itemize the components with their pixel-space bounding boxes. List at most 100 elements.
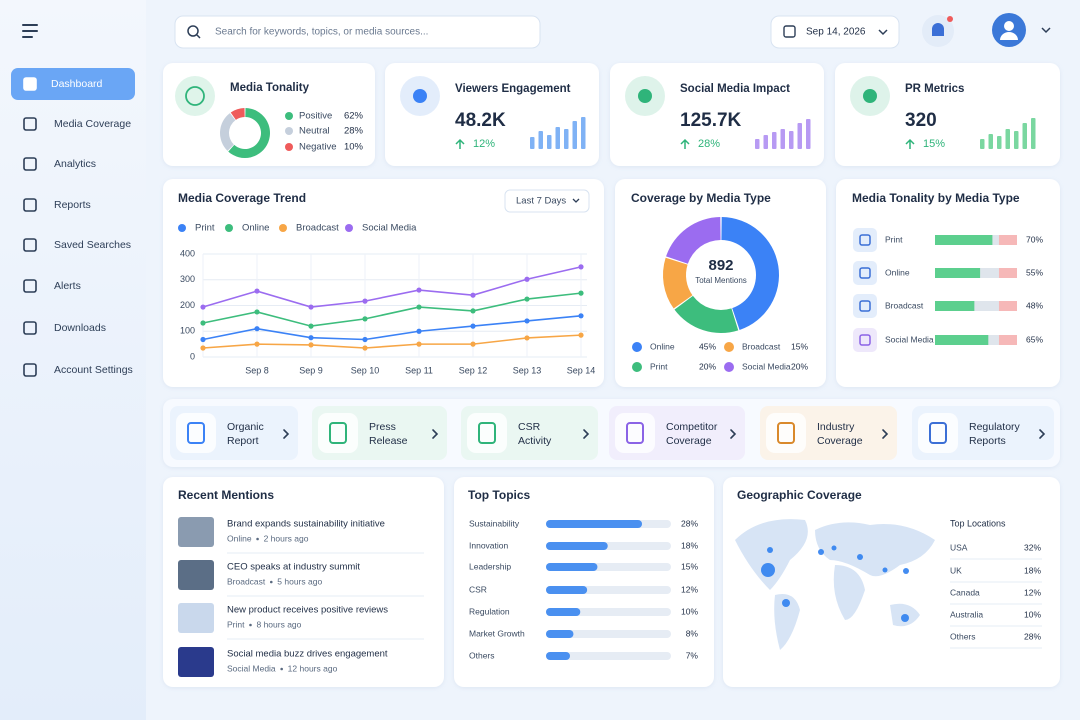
- legend-label: Broadcast: [742, 341, 781, 351]
- kpi-change: 15%: [923, 138, 945, 150]
- mention-time: 2 hours ago: [264, 533, 309, 543]
- tile-glyph: [478, 422, 496, 444]
- shortcut-tile[interactable]: [461, 406, 598, 460]
- map-bubble: [831, 545, 837, 551]
- nav-item[interactable]: Saved Searches: [54, 239, 131, 251]
- donut-total: 892: [708, 257, 733, 274]
- x-tick-label: Sep 10: [351, 365, 380, 375]
- trend-point: [308, 342, 314, 348]
- shortcut-tile[interactable]: [912, 406, 1054, 460]
- separator-dot: [256, 537, 259, 541]
- sparkline-bar: [1031, 118, 1036, 149]
- shortcut-tile[interactable]: [170, 406, 298, 460]
- x-tick-label: Sep 14: [567, 365, 596, 375]
- trend-point: [200, 336, 206, 343]
- mention-title: CEO speaks at industry summit: [227, 562, 360, 573]
- range-dropdown[interactable]: [504, 189, 590, 213]
- tonality-icon: [185, 86, 205, 106]
- up-arrow: [680, 138, 690, 149]
- nav-icon: [23, 198, 37, 212]
- card-title: Media Coverage Trend: [178, 191, 306, 205]
- nav-item[interactable]: Downloads: [54, 322, 106, 334]
- sparkline-bar: [763, 135, 768, 149]
- shortcut-tile[interactable]: [312, 406, 447, 460]
- legend-label: Positive: [299, 111, 332, 122]
- map-bubble: [903, 568, 909, 574]
- nav-item[interactable]: Reports: [54, 199, 91, 211]
- topic-bar: [546, 542, 608, 550]
- menu-button[interactable]: [22, 24, 38, 38]
- tile-label: Release: [369, 435, 408, 447]
- type-glyph: [859, 234, 871, 246]
- kpi-change: 28%: [698, 138, 720, 150]
- trend-point: [578, 313, 584, 319]
- mention-source: Broadcast: [227, 576, 266, 586]
- nav-item[interactable]: Dashboard: [51, 78, 103, 90]
- separator-dot: [280, 667, 283, 671]
- topic-bar: [546, 586, 588, 594]
- tile-icon: [176, 413, 216, 453]
- shortcut-tile[interactable]: [760, 406, 897, 460]
- map-land: [815, 522, 935, 577]
- mentions-card: [163, 477, 444, 687]
- search-placeholder: Search for keywords, topics, or media so…: [215, 27, 428, 38]
- trend-line: [202, 266, 582, 308]
- card-title: Recent Mentions: [178, 488, 274, 502]
- sparkline-bar: [806, 119, 811, 149]
- bar-positive: [935, 235, 993, 245]
- trend-point: [200, 345, 206, 351]
- tile-glyph: [329, 422, 347, 444]
- legend-dot: [724, 342, 734, 352]
- x-tick-label: Sep 12: [459, 365, 488, 375]
- row-value: 65%: [1026, 334, 1043, 344]
- bar-positive: [935, 268, 981, 278]
- tile-label: Coverage: [666, 435, 712, 447]
- shortcut-tile[interactable]: [609, 406, 745, 460]
- card-title: Coverage by Media Type: [631, 191, 771, 205]
- card-title: Media Tonality: [230, 82, 310, 94]
- legend-label: Negative: [299, 142, 337, 153]
- date-picker[interactable]: [770, 15, 900, 49]
- trend-point: [308, 304, 314, 310]
- kpi-icon: [863, 89, 877, 103]
- bar-positive: [935, 335, 989, 345]
- kpi-title: Viewers Engagement: [455, 83, 571, 95]
- tile-label: Press: [369, 421, 396, 433]
- map-land: [833, 565, 865, 620]
- mention-title: Brand expands sustainability initiative: [227, 519, 385, 530]
- map-bubble: [761, 563, 775, 577]
- tile-glyph: [187, 422, 205, 444]
- trend-point: [470, 341, 476, 347]
- type-icon: [853, 228, 877, 252]
- donut-caption: Total Mentions: [695, 276, 747, 285]
- search-box[interactable]: [174, 15, 541, 49]
- sparkline-bar: [789, 131, 794, 149]
- trend-point: [524, 318, 530, 324]
- location-value: 18%: [1024, 565, 1041, 575]
- y-tick-label: 300: [180, 274, 195, 284]
- bar-negative: [998, 301, 1017, 311]
- media-type-card: [615, 179, 826, 387]
- mention-time: 8 hours ago: [256, 619, 301, 629]
- tile-label: Industry: [817, 421, 855, 433]
- trend-point: [200, 304, 206, 310]
- nav-item[interactable]: Media Coverage: [54, 118, 131, 130]
- trend-point: [578, 290, 584, 296]
- kpi-card: [835, 63, 1060, 166]
- bell-icon: [932, 23, 944, 36]
- kpi-icon: [638, 89, 652, 103]
- map-bubble: [882, 567, 888, 573]
- legend-value: 62%: [344, 111, 364, 122]
- trend-point: [254, 326, 260, 332]
- nav-item[interactable]: Analytics: [54, 158, 96, 170]
- nav-item[interactable]: Account Settings: [54, 364, 133, 376]
- type-glyph: [859, 334, 871, 346]
- map-bubble: [818, 549, 824, 555]
- topic-label: CSR: [469, 584, 487, 594]
- kpi-icon: [413, 89, 427, 103]
- row-label: Online: [885, 267, 910, 277]
- search-icon: [187, 25, 199, 37]
- map-bubble: [782, 599, 790, 607]
- topic-bar: [546, 652, 571, 660]
- nav-item[interactable]: Alerts: [54, 280, 81, 292]
